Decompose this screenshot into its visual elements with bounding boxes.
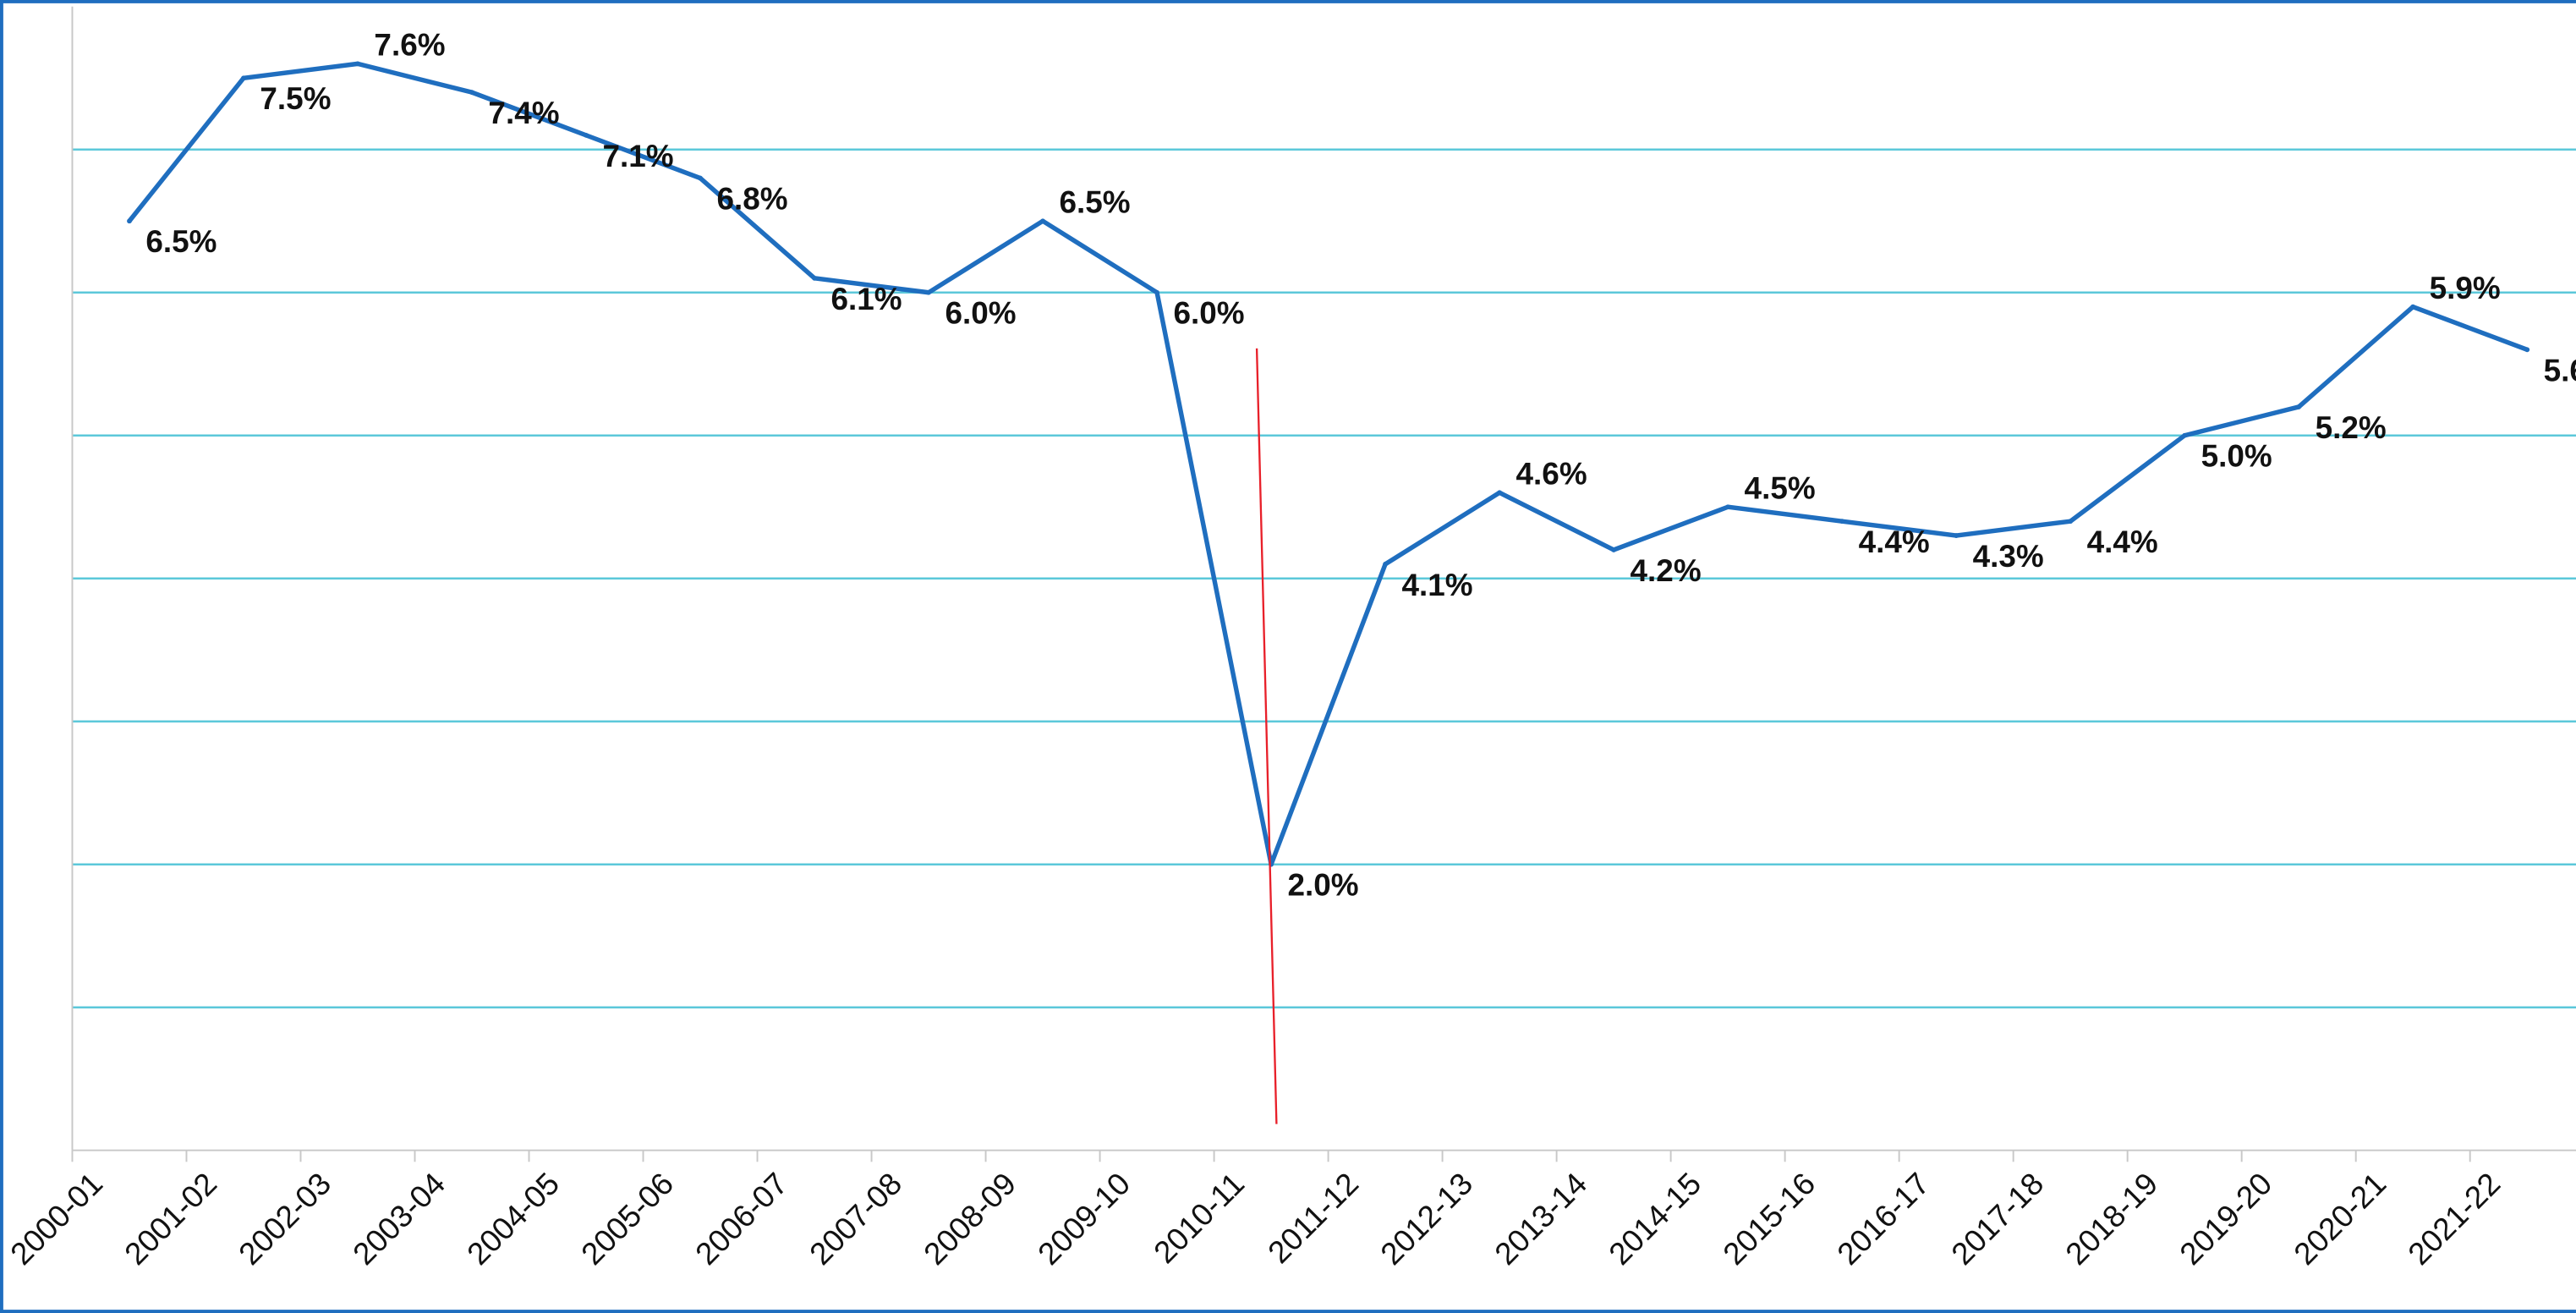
data-label: 6.5%: [145, 224, 216, 259]
data-label: 6.5%: [1059, 185, 1130, 220]
data-point: [698, 175, 703, 181]
grid: [71, 6, 2576, 1162]
data-point: [2296, 404, 2302, 409]
data-label: 5.2%: [2316, 410, 2387, 445]
data-point: [1497, 490, 1503, 496]
data-label: 4.3%: [1973, 539, 2044, 574]
annotation-line: [1255, 348, 1278, 1124]
data-point: [1154, 289, 1159, 295]
data-label: 7.1%: [602, 139, 673, 173]
marks: [127, 61, 2530, 867]
data-label: 2.0%: [1288, 868, 1359, 903]
data-label: 4.4%: [2087, 525, 2158, 559]
data-point: [1839, 519, 1845, 525]
data-point: [926, 289, 931, 295]
data-point: [812, 275, 817, 281]
data-point: [1040, 218, 1045, 224]
data-label: 5.0%: [2201, 439, 2272, 474]
data-point: [469, 90, 474, 96]
data-label: 6.1%: [830, 282, 902, 316]
data-point: [2524, 347, 2530, 353]
data-label: 4.6%: [1516, 457, 1587, 492]
data-point: [584, 132, 589, 138]
data-point: [1611, 547, 1617, 552]
data-label: 6.8%: [716, 182, 787, 217]
data-label: 5.6%: [2544, 353, 2576, 387]
data-point: [2182, 432, 2188, 438]
data-label: 5.9%: [2430, 271, 2501, 305]
data-label: 7.5%: [260, 81, 331, 116]
data-point: [355, 61, 360, 67]
data-line: [127, 61, 2529, 867]
data-label: 4.2%: [1631, 553, 1702, 588]
data-point: [1383, 561, 1389, 567]
data-label: 4.1%: [1402, 568, 1473, 602]
data-point: [1954, 533, 1959, 538]
data-label: 7.6%: [374, 28, 445, 63]
data-point: [241, 75, 246, 81]
data-point: [2068, 519, 2074, 525]
data-label: 4.4%: [1859, 525, 1930, 559]
data-label: 6.0%: [945, 296, 1016, 331]
data-label: 4.5%: [1745, 471, 1816, 506]
data-point: [127, 218, 132, 224]
data-label: 7.4%: [488, 96, 559, 130]
data-point: [1725, 504, 1731, 510]
data-point: [2410, 304, 2416, 310]
data-label: 6.0%: [1174, 296, 1245, 331]
